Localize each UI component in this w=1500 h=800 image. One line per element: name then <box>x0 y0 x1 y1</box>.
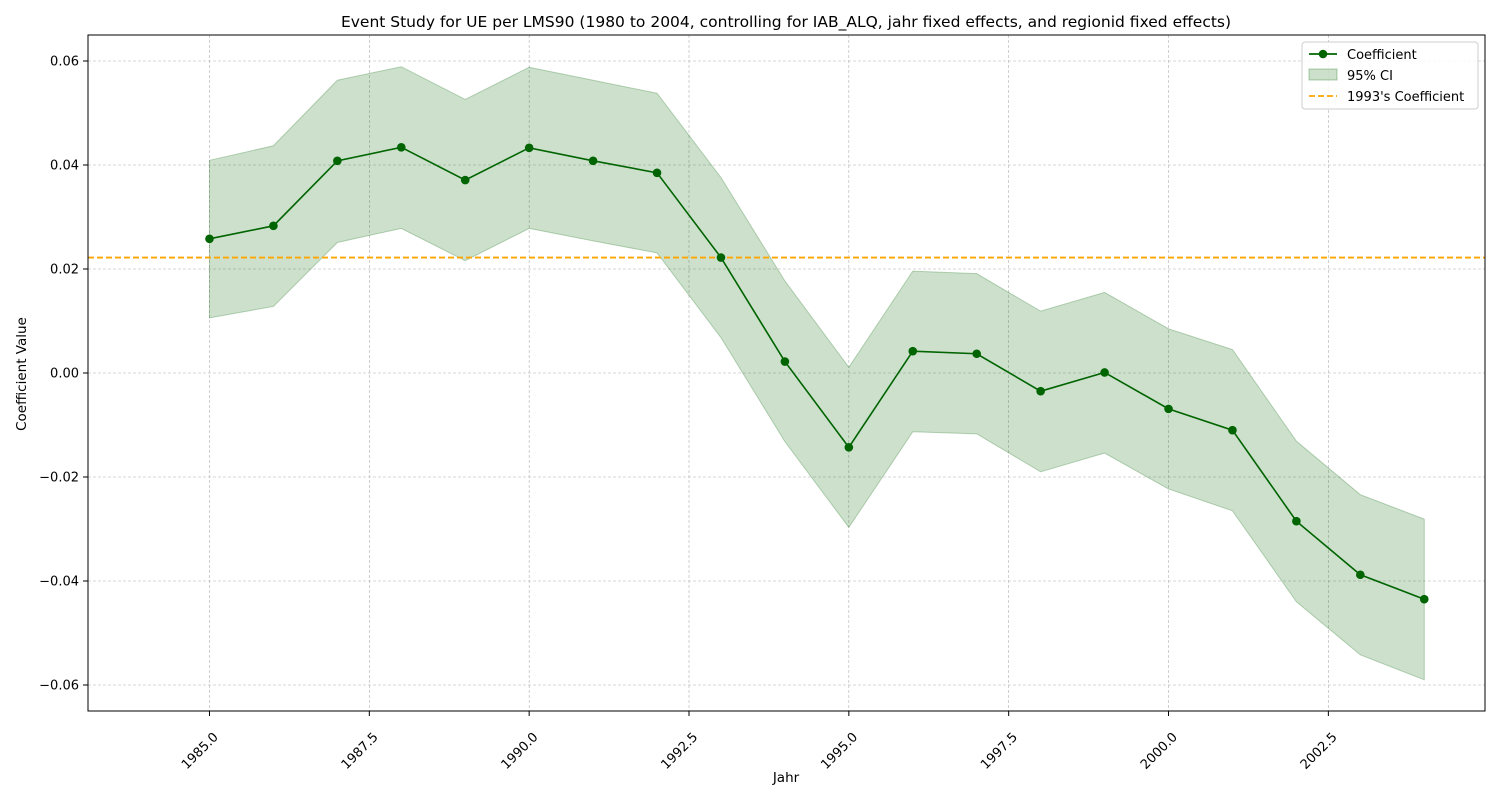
y-tick-label: 0.04 <box>50 159 79 174</box>
legend: Coefficient 95% CI 1993's Coefficient <box>1301 41 1479 110</box>
chart-title: Event Study for UE per LMS90 (1980 to 20… <box>341 13 1231 32</box>
coefficient-point <box>844 443 854 452</box>
y-tick-label: 0.06 <box>50 55 79 70</box>
legend-ci-label: 95% CI <box>1347 69 1393 84</box>
coefficient-point <box>1036 386 1045 396</box>
coefficient-point <box>1164 404 1173 414</box>
x-tick-label: 1995.0 <box>818 730 861 773</box>
coefficient-point <box>460 175 470 185</box>
x-tick-label: 1990.0 <box>499 730 542 773</box>
coefficient-point <box>1356 570 1365 580</box>
y-tick-label: −0.06 <box>39 679 79 694</box>
y-tick-label: −0.02 <box>39 471 79 486</box>
legend-coefficient-label: Coefficient <box>1347 48 1417 63</box>
coefficient-point <box>205 234 214 244</box>
x-tick-label: 1992.5 <box>658 730 701 773</box>
confidence-band <box>208 66 1425 681</box>
y-axis-title: Coefficient Value <box>14 317 30 431</box>
x-tick-label: 2000.0 <box>1138 730 1181 773</box>
coefficient-point <box>524 143 534 153</box>
coefficient-point <box>652 168 662 178</box>
coefficient-point <box>588 156 598 166</box>
x-tick-label: 1997.5 <box>978 730 1021 773</box>
series-layer <box>205 143 1429 604</box>
coefficient-point <box>1228 425 1237 435</box>
coefficient-point <box>1292 516 1301 526</box>
coefficient-point <box>1419 594 1429 604</box>
x-axis-ticks: 1985.0 1987.5 1990.0 1992.5 1995.0 1997.5 2000… <box>179 711 1341 773</box>
x-tick-label: 1985.0 <box>179 730 222 773</box>
y-axis-ticks: −0.06 −0.04 −0.02 0.00 0.02 0.04 0.06 <box>39 55 88 694</box>
legend-reference-label: 1993's Coefficient <box>1347 90 1464 105</box>
grid <box>88 35 1485 711</box>
y-tick-label: 0.00 <box>50 367 79 382</box>
confidence-band-layer <box>208 66 1425 681</box>
legend-ci-swatch <box>1308 68 1338 81</box>
x-tick-label: 1987.5 <box>339 730 382 773</box>
coefficient-line <box>209 146 1425 600</box>
coefficient-point <box>780 357 790 366</box>
y-tick-label: 0.02 <box>50 263 79 278</box>
coefficient-point <box>269 221 278 231</box>
x-axis-title: Jahr <box>772 770 800 786</box>
x-tick-label: 2002.5 <box>1298 730 1341 773</box>
coefficient-point <box>716 253 726 262</box>
coefficient-point <box>972 349 982 359</box>
y-tick-label: −0.04 <box>39 575 79 590</box>
coefficient-point <box>396 143 406 152</box>
coefficient-point <box>908 346 918 356</box>
coefficient-point <box>333 156 342 166</box>
legend-frame <box>1301 41 1479 110</box>
coefficient-point <box>1100 368 1109 377</box>
legend-coefficient-marker <box>1318 49 1328 59</box>
